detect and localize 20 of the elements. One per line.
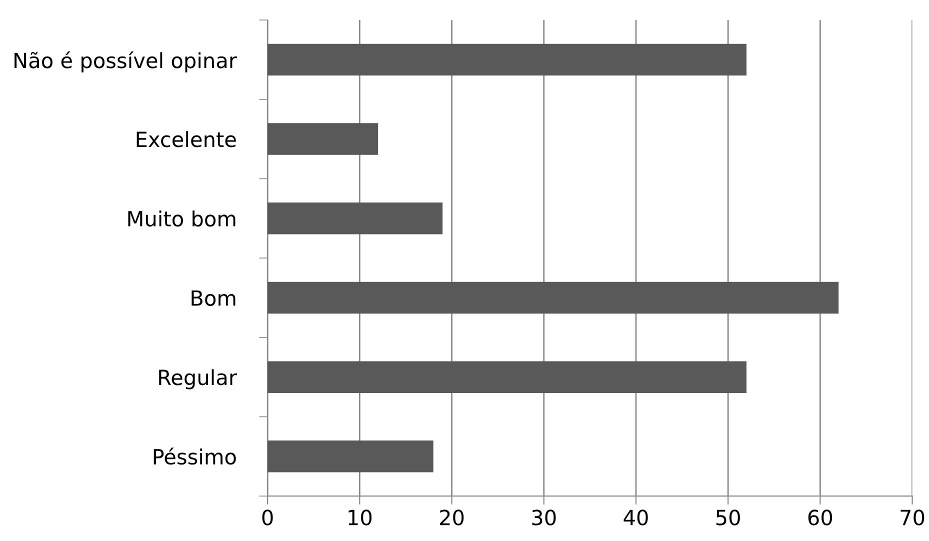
x-tick-label: 20 <box>440 510 464 526</box>
bar <box>268 44 746 76</box>
bar <box>268 282 839 314</box>
bar <box>268 440 434 472</box>
y-tick-label: Muito bom <box>128 210 236 227</box>
x-tick-label: 30 <box>532 510 556 526</box>
y-tick-label: Péssimo <box>154 448 236 465</box>
x-tick-label: 10 <box>348 510 372 526</box>
y-tick-label: Bom <box>192 290 236 306</box>
bar <box>268 123 378 155</box>
bar <box>268 202 443 234</box>
y-tick-label: Não é possível opinar <box>14 51 237 72</box>
x-tick-label: 0 <box>262 510 273 526</box>
y-tick-label: Regular <box>159 369 237 390</box>
x-tick-label: 70 <box>900 510 924 526</box>
x-tick-label: 40 <box>624 510 648 526</box>
y-tick-label: Excelente <box>136 131 236 148</box>
bar <box>268 361 746 393</box>
x-tick-label: 60 <box>808 510 832 526</box>
x-tick-label: 50 <box>716 510 740 526</box>
